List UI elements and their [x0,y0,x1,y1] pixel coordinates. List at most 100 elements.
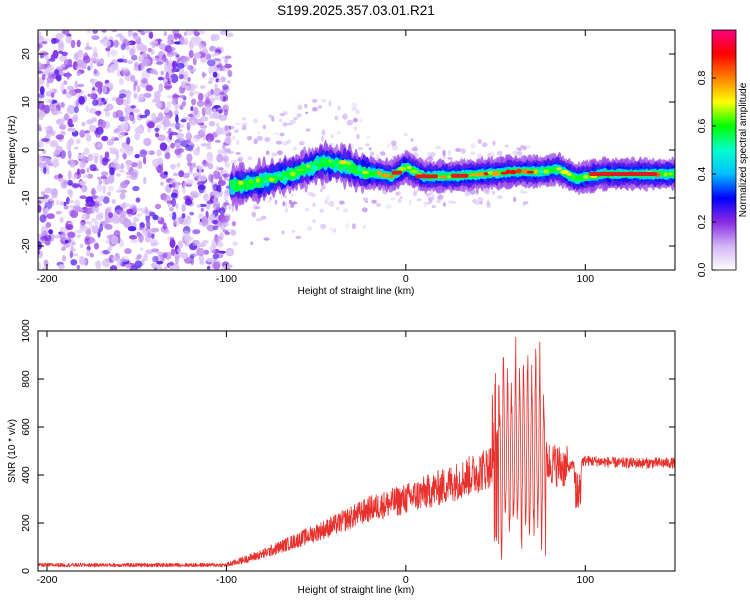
heatmap-noise-cell [139,222,145,229]
heatmap-noise-cell [53,158,59,162]
heatmap-noise-cell [183,172,190,179]
heatmap-noise-cell [134,132,141,141]
heatmap-noise-cell [513,196,517,202]
heatmap-noise-cell [522,201,529,205]
heatmap-noise-cell [160,181,164,186]
heatmap-noise-cell [133,92,138,98]
heatmap-noise-cell [390,140,397,147]
heatmap-noise-cell [143,137,152,147]
heatmap-noise-cell [160,70,164,76]
heatmap-peak-cell [663,172,668,177]
heatmap-noise-cell [209,45,217,52]
heatmap-noise-cell [144,206,148,214]
heatmap-noise-cell [228,204,231,210]
heatmap-noise-cell [43,166,47,175]
heatmap-noise-cell [224,267,231,270]
heatmap-noise-cell [428,196,433,203]
heatmap-noise-cell [58,55,67,62]
heatmap-noise-cell [130,239,139,243]
heatmap-noise-cell [485,188,490,195]
colorbar: 0.0 0.2 0.4 0.6 0.8 Normalized spectral ampl… [696,29,749,277]
heatmap-noise-cell [62,254,66,262]
heatmap-noise-cell [104,110,111,118]
heatmap-noise-cell [223,193,228,201]
heatmap-noise-cell [277,150,283,156]
heatmap-noise-cell [76,70,82,77]
heatmap-noise-cell [390,197,397,201]
heatmap-noise-cell [61,246,66,251]
heatmap-noise-cell [134,260,143,269]
heatmap-noise-cell [199,203,207,208]
heatmap-noise-cell [333,228,337,233]
heatmap-noise-cell [375,202,382,207]
heatmap-noise-cell [101,156,109,166]
heatmap-peak-cell [515,168,522,174]
heatmap-ridge-core [450,173,469,178]
heatmap-noise-cell [443,202,446,207]
heatmap-noise-cell [66,104,76,115]
heatmap-noise-cell [200,85,206,89]
heatmap-noise-cell [104,151,110,159]
heatmap-noise-cell [124,113,129,123]
heatmap-noise-cell [67,150,72,160]
heatmap-noise-cell [171,94,180,99]
heatmap-noise-cell [155,61,164,65]
heatmap-noise-cell [386,143,391,149]
heatmap-noise-cell [203,93,208,98]
heatmap-peak-cell [566,172,572,176]
heatmap-noise-cell [492,140,496,146]
heatmap-noise-cell [251,211,256,218]
heatmap-noise-cell [174,142,180,147]
heatmap-peak-cell [242,179,251,184]
heatmap-noise-cell [181,100,187,107]
heatmap-noise-cell [124,150,129,154]
heatmap-noise-cell [170,132,179,136]
heatmap-noise-cell [72,174,78,180]
heatmap-noise-cell [83,147,90,156]
heatmap-noise-cell [181,213,186,219]
snr-background [38,331,675,571]
heatmap-noise-cell [317,104,323,109]
heatmap-noise-cell [208,120,216,127]
heatmap-noise-cell [232,241,238,247]
heatmap-noise-cell [201,240,209,244]
heatmap-noise-cell [75,139,81,144]
heatmap-noise-cell [91,117,98,123]
colorbar-tick-label: 0.4 [696,167,708,182]
heatmap-noise-cell [60,83,65,92]
heatmap-noise-cell [209,244,216,254]
heatmap-noise-cell [102,85,108,94]
heatmap-noise-cell [111,256,118,262]
heatmap-noise-cell [173,110,180,115]
heatmap-noise-cell [411,146,418,152]
heatmap-peak-cell [388,175,394,179]
heatmap-noise-cell [363,224,366,229]
heatmap-noise-cell [115,96,124,106]
heatmap-noise-cell [486,201,491,209]
heatmap-noise-cell [321,99,327,103]
heatmap-noise-cell [93,46,98,56]
heatmap-noise-cell [219,91,225,96]
heatmap-noise-cell [231,135,236,141]
heatmap-noise-cell [48,58,56,62]
heatmap-noise-cell [222,104,229,113]
heatmap-noise-cell [120,181,128,189]
heatmap-noise-cell [253,138,258,145]
heatmap-noise-cell [118,93,127,99]
heatmap-noise-cell [330,134,334,139]
heatmap-noise-cell [319,208,324,213]
heatmap-noise-cell [167,202,171,207]
heatmap-noise-cell [81,121,86,127]
heatmap-noise-cell [95,126,104,135]
heatmap-noise-cell [352,117,358,123]
heatmap-noise-cell [143,156,147,165]
heatmap-noise-cell [131,108,141,113]
heatmap-noise-cell [311,98,318,103]
heatmap-noise-cell [127,60,133,64]
heatmap-noise-cell [460,147,464,154]
heatmap-noise-cell [336,206,340,211]
heatmap-noise-cell [212,253,219,260]
heatmap-noise-cell [290,193,294,198]
heatmap-noise-cell [66,85,75,91]
heatmap-noise-cell [67,170,72,180]
